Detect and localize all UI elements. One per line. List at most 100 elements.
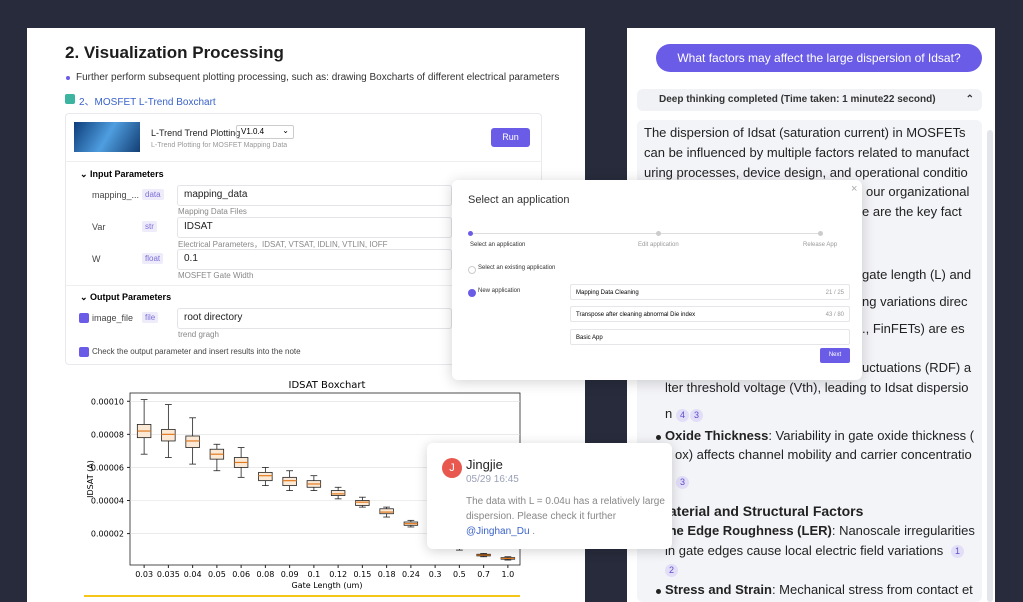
answer-line: laterial and Structural Factors: [665, 503, 863, 519]
checkbox[interactable]: [79, 313, 89, 323]
bullet-text: Further perform subsequent plotting proc…: [76, 72, 560, 83]
answer-line: n: [665, 406, 673, 421]
text: : Mechanical stress from contact et: [771, 582, 973, 597]
text-field[interactable]: Mapping Data Cleaning 21 / 25: [570, 284, 850, 300]
dialog-title: Select an application: [468, 194, 570, 206]
text-field[interactable]: Transpose after cleaning abnormal Die in…: [570, 306, 850, 322]
y-tick-label: 0.00006: [91, 463, 124, 472]
step-dot: [818, 231, 823, 236]
citation[interactable]: 3: [676, 476, 689, 489]
radio[interactable]: [468, 289, 476, 297]
y-tick-label: 0.00004: [91, 497, 124, 506]
param-type: file: [142, 312, 159, 323]
x-tick-label: 0.05: [208, 570, 226, 579]
comment-text: The data with L = 0.04u has a relatively…: [466, 494, 666, 539]
avatar: J: [442, 458, 462, 478]
text: .: [529, 526, 536, 537]
x-tick-label: 0.7: [477, 570, 490, 579]
citation[interactable]: 2: [665, 564, 678, 577]
param-input[interactable]: 0.1: [177, 249, 452, 270]
step-label: Edit application: [638, 242, 679, 248]
citation[interactable]: 1: [951, 545, 964, 558]
answer-line: uring processes, device design, and oper…: [644, 165, 968, 180]
dialog: Select an application × Select an applic…: [452, 180, 862, 380]
y-tick-label: 0.00002: [91, 530, 124, 539]
answer-line: uctuations (RDF) a: [862, 360, 972, 375]
next-button[interactable]: Next: [820, 348, 850, 363]
y-tick-label: 0.00010: [91, 397, 124, 406]
text: The data with L = 0.04u has a relatively…: [466, 496, 665, 522]
answer-line: The dispersion of Idsat (saturation curr…: [644, 125, 966, 140]
param-type: float: [142, 253, 164, 264]
y-tick-label: 0.00008: [91, 430, 124, 439]
x-tick-label: 0.06: [232, 570, 250, 579]
x-tick-label: 0.04: [184, 570, 202, 579]
y-axis-label: IDSAT (A): [86, 460, 95, 498]
input-title: ⌄ Input Parameters: [80, 169, 164, 179]
heading: 2. Visualization Processing: [65, 43, 284, 62]
param-hint: Mapping Data Files: [178, 207, 247, 216]
answer-line: in gate edges cause local electric field…: [665, 543, 944, 558]
radio[interactable]: [468, 266, 476, 274]
insert-note: Check the output parameter and insert re…: [92, 347, 301, 356]
tool-name: L-Trend Trend Plotting: [151, 128, 241, 138]
param-type: data: [142, 189, 164, 200]
bullet-dot: [656, 589, 661, 594]
chart-title: IDSAT Boxchart: [289, 380, 366, 391]
radio-label: Select an existing application: [478, 265, 556, 271]
tool-description: L-Trend Plotting for MOSFET Mapping Data: [151, 142, 288, 149]
bold-term: ine Edge Roughness (LER): [665, 523, 832, 538]
box: [355, 500, 370, 506]
param-input[interactable]: IDSAT: [177, 217, 452, 238]
x-axis-label: Gate Length (um): [292, 581, 363, 590]
author: Jingjie: [466, 457, 503, 472]
answer-line: e are the key fact: [862, 204, 962, 219]
section-link[interactable]: 2、MOSFET L-Trend Boxchart: [79, 97, 216, 108]
output-title-text: Output Parameters: [90, 292, 172, 302]
citation[interactable]: 3: [690, 409, 703, 422]
answer-line: our organizational: [866, 184, 970, 199]
scrollbar[interactable]: [987, 130, 993, 602]
step-line: [470, 233, 820, 234]
box: [282, 476, 297, 487]
x-tick-label: 0.18: [378, 570, 396, 579]
answer-line: ng variations direc: [862, 294, 968, 309]
step-dot: [468, 231, 473, 236]
citation[interactable]: 4: [676, 409, 689, 422]
radio-label: New application: [478, 288, 521, 294]
x-tick-label: 0.035: [157, 570, 180, 579]
checkbox[interactable]: [79, 347, 89, 357]
field-value: Mapping Data Cleaning: [576, 290, 639, 296]
param-hint: trend gragh: [178, 330, 219, 339]
section-heading: laterial and Structural Factors: [665, 503, 864, 519]
thumbnail: [74, 122, 140, 152]
input-title-text: Input Parameters: [90, 169, 164, 179]
param-input[interactable]: root directory: [177, 308, 452, 329]
box: [258, 471, 273, 482]
bold-term: Stress and Strain: [665, 582, 772, 597]
param-input[interactable]: mapping_data: [177, 185, 452, 206]
mention[interactable]: @Jinghan_Du: [466, 526, 530, 537]
divider: [65, 161, 542, 162]
close-button[interactable]: ×: [851, 183, 858, 195]
step-dot: [656, 231, 661, 236]
x-tick-label: 0.1: [308, 570, 321, 579]
version-select[interactable]: V1.0.4 ⌄: [236, 125, 294, 139]
answer-line: lter threshold voltage (Vth), leading to…: [665, 380, 969, 395]
select-field[interactable]: Basic App: [570, 329, 850, 345]
bold-term: Oxide Thickness: [665, 428, 769, 443]
field-count: 21 / 25: [825, 290, 844, 296]
field-value: Transpose after cleaning abnormal Die in…: [576, 312, 696, 318]
param-name: W: [92, 254, 101, 264]
thinking-status[interactable]: Deep thinking completed (Time taken: 1 m…: [637, 89, 982, 111]
param-name: Var: [92, 222, 106, 232]
x-tick-label: 0.5: [453, 570, 466, 579]
bullet-dot: [66, 76, 70, 80]
comment-card: J Jingjie 05/29 16:45 The data with L = …: [427, 443, 672, 549]
run-button[interactable]: Run: [491, 128, 530, 147]
x-tick-label: 0.12: [329, 570, 347, 579]
answer-line: ox) affects channel mobility and carrier…: [675, 447, 972, 462]
text: : Variability in gate oxide thickness (: [768, 428, 975, 443]
bullet-dot: [656, 435, 661, 440]
